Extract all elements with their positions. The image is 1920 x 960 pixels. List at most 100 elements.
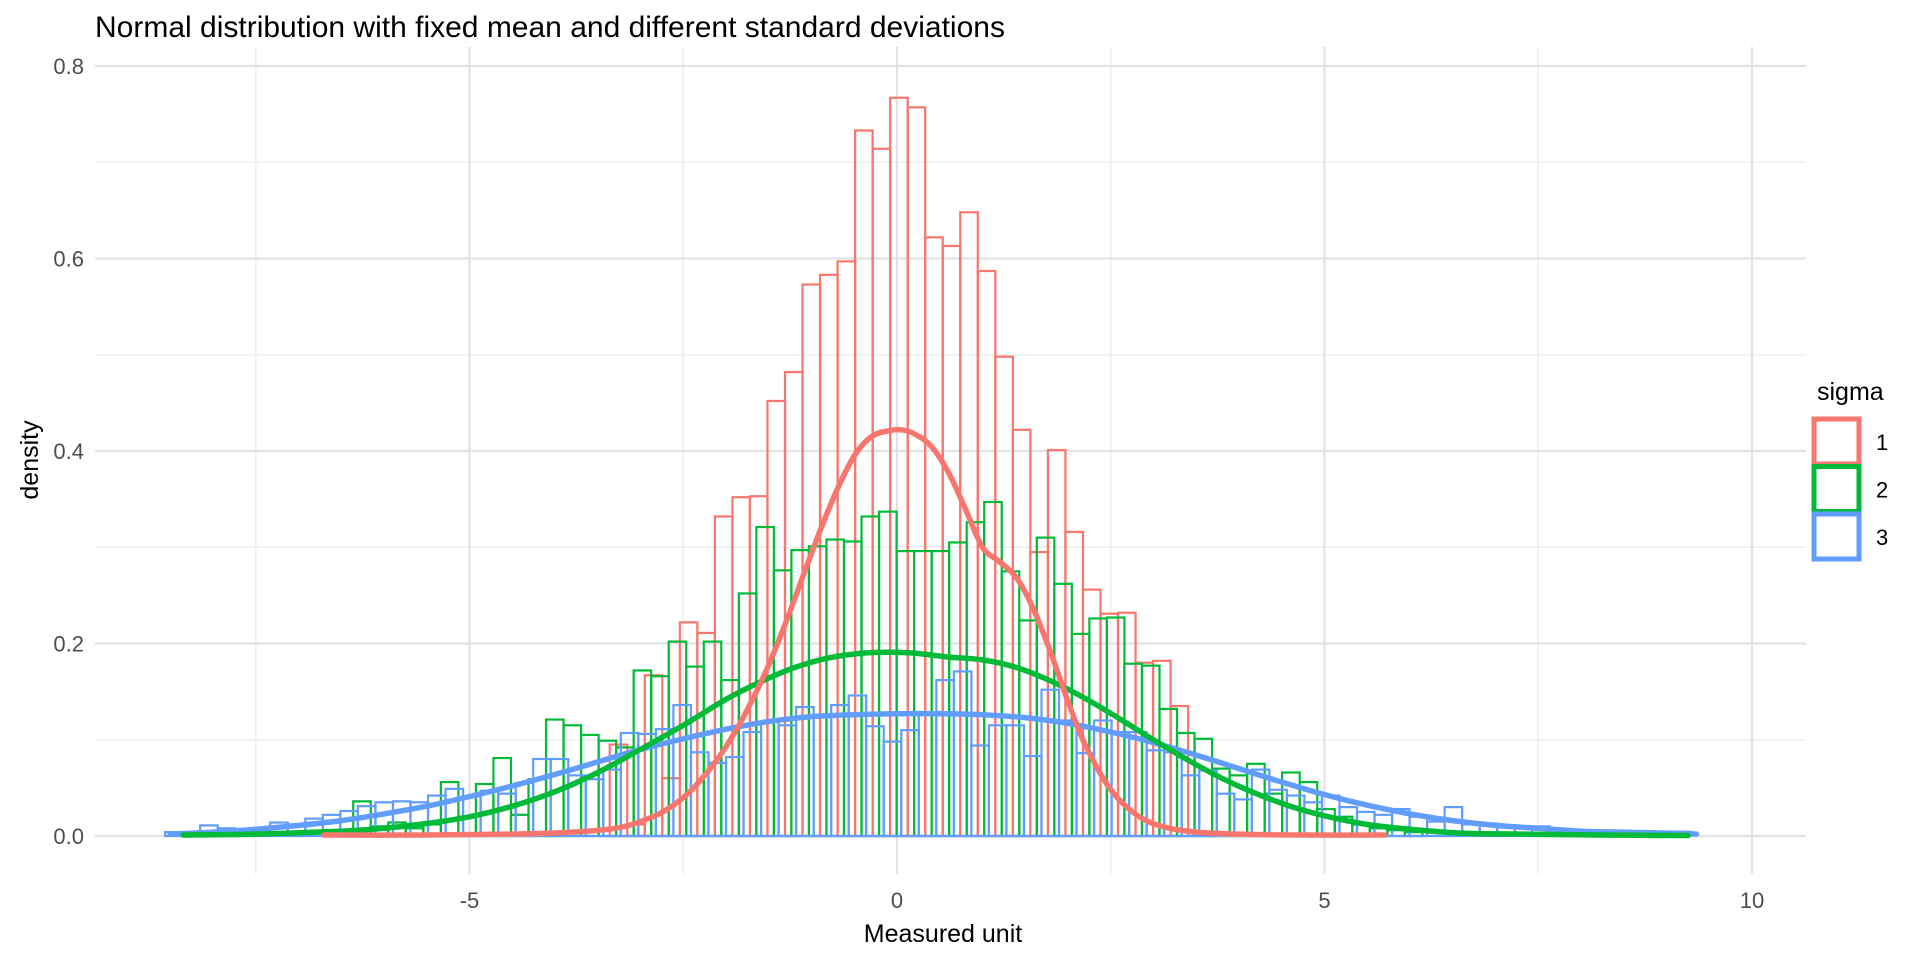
x-tick-label: -5: [460, 888, 480, 913]
histogram-bar: [1064, 530, 1085, 838]
histogram-bar: [912, 549, 933, 838]
histogram-bar: [707, 761, 728, 838]
histogram-bar: [1110, 730, 1131, 838]
histogram-bar: [906, 106, 927, 838]
histogram-bar: [391, 800, 412, 838]
histogram-bar: [854, 129, 874, 838]
histogram-bar: [1233, 798, 1253, 838]
legend-key-sigma-3: [1811, 511, 1862, 562]
histogram-bar: [1268, 788, 1288, 838]
histogram-bar: [882, 740, 903, 838]
histogram-bar: [759, 720, 780, 838]
histogram-bar: [1285, 794, 1306, 838]
histogram-bar: [930, 549, 951, 838]
histogram-bar: [492, 756, 513, 838]
histogram-bar: [1005, 724, 1026, 838]
density-curve-sigma-1: [321, 426, 1388, 838]
histogram-bar: [742, 730, 763, 838]
histogram-bar: [965, 521, 986, 838]
histogram-bar: [795, 705, 815, 838]
legend-key-sigma-1: [1811, 416, 1862, 467]
y-axis-tick-labels: 0.0 0.2 0.4 0.6 0.8: [53, 54, 84, 849]
histogram-bar: [860, 515, 881, 838]
histogram-bar: [713, 515, 734, 838]
legend-label-sigma-1: 1: [1876, 430, 1888, 455]
x-axis-tick-labels: -5 0 5 10: [460, 888, 1765, 913]
histogram-bar: [830, 703, 850, 838]
histogram-bar: [952, 670, 973, 838]
histogram-bar: [1000, 570, 1021, 838]
histogram-bar: [865, 725, 885, 838]
density-curves: [167, 426, 1700, 839]
y-axis-title: density: [16, 420, 44, 500]
histogram-bar: [1198, 769, 1218, 838]
histogram-bar: [935, 678, 955, 838]
histogram-bar: [766, 399, 787, 838]
density-curve-sigma-3: [167, 710, 1700, 837]
gridlines-minor: [95, 47, 1806, 874]
y-tick-label: 0.6: [53, 247, 84, 272]
histogram-bar: [1075, 752, 1096, 838]
y-tick-label: 0.2: [53, 632, 84, 657]
histogram-bar: [579, 733, 600, 838]
chart-title: Normal distribution with fixed mean and …: [95, 11, 1005, 44]
x-tick-label: 10: [1740, 888, 1764, 913]
histogram-bar: [941, 244, 962, 838]
histogram-bar: [439, 780, 460, 838]
y-tick-label: 0.8: [53, 54, 84, 79]
legend-keys: 1 2 3: [1811, 416, 1888, 562]
histogram-bar: [1018, 619, 1038, 838]
histogram-bar: [917, 713, 938, 838]
histogram-bar: [818, 273, 839, 838]
histogram-bar: [987, 724, 1008, 838]
histogram-bar: [812, 714, 833, 838]
histogram-sigma-1: [608, 96, 1190, 838]
histogram-bar: [514, 781, 535, 838]
histogram-bar: [702, 640, 723, 838]
histogram-bar: [1169, 704, 1190, 838]
histogram-bar: [1158, 707, 1179, 838]
histogram-bar: [825, 538, 846, 838]
histogram-bar: [1099, 612, 1120, 838]
density-curve-sigma-2: [180, 649, 1691, 839]
histogram-bar: [836, 260, 857, 838]
histogram-bar: [1081, 588, 1102, 838]
legend-label-sigma-2: 2: [1876, 478, 1888, 503]
histogram-bar: [970, 744, 991, 838]
histogram-bar: [1011, 428, 1032, 838]
legend-label-sigma-3: 3: [1876, 525, 1888, 550]
histogram-bar: [1022, 755, 1043, 838]
histogram-bar: [724, 755, 745, 838]
histogram-bar: [777, 724, 798, 838]
histogram-bar: [1163, 751, 1183, 838]
legend: sigma 1 2 3: [1811, 378, 1888, 562]
histogram-bar: [807, 545, 828, 838]
y-tick-label: 0.4: [53, 439, 84, 464]
histogram-bar: [1215, 792, 1236, 838]
histogram-bar: [895, 549, 916, 838]
histogram-bar: [1029, 550, 1050, 838]
y-tick-label: 0.0: [53, 824, 84, 849]
histogram-bar: [1057, 719, 1078, 838]
histogram-bar: [871, 147, 892, 838]
histogram-bar: [994, 355, 1014, 838]
histogram-bar: [877, 510, 898, 838]
histogram-bar: [527, 778, 548, 838]
histogram-bar: [889, 96, 909, 838]
histogram-bar: [924, 236, 944, 838]
histogram-bar: [1303, 801, 1324, 838]
histogram-bars: [164, 96, 1692, 838]
histogram-bar: [1035, 536, 1056, 838]
x-tick-label: 0: [891, 888, 903, 913]
x-axis-title: Measured unit: [864, 920, 1022, 948]
histogram-bar: [900, 729, 920, 838]
gridlines-major: [95, 47, 1806, 874]
histogram-bar: [948, 541, 968, 838]
legend-title: sigma: [1817, 378, 1884, 406]
histogram-bar: [1040, 688, 1061, 838]
histogram-bar: [842, 540, 863, 838]
legend-key-sigma-2: [1811, 464, 1862, 514]
histogram-bar: [1180, 774, 1201, 838]
